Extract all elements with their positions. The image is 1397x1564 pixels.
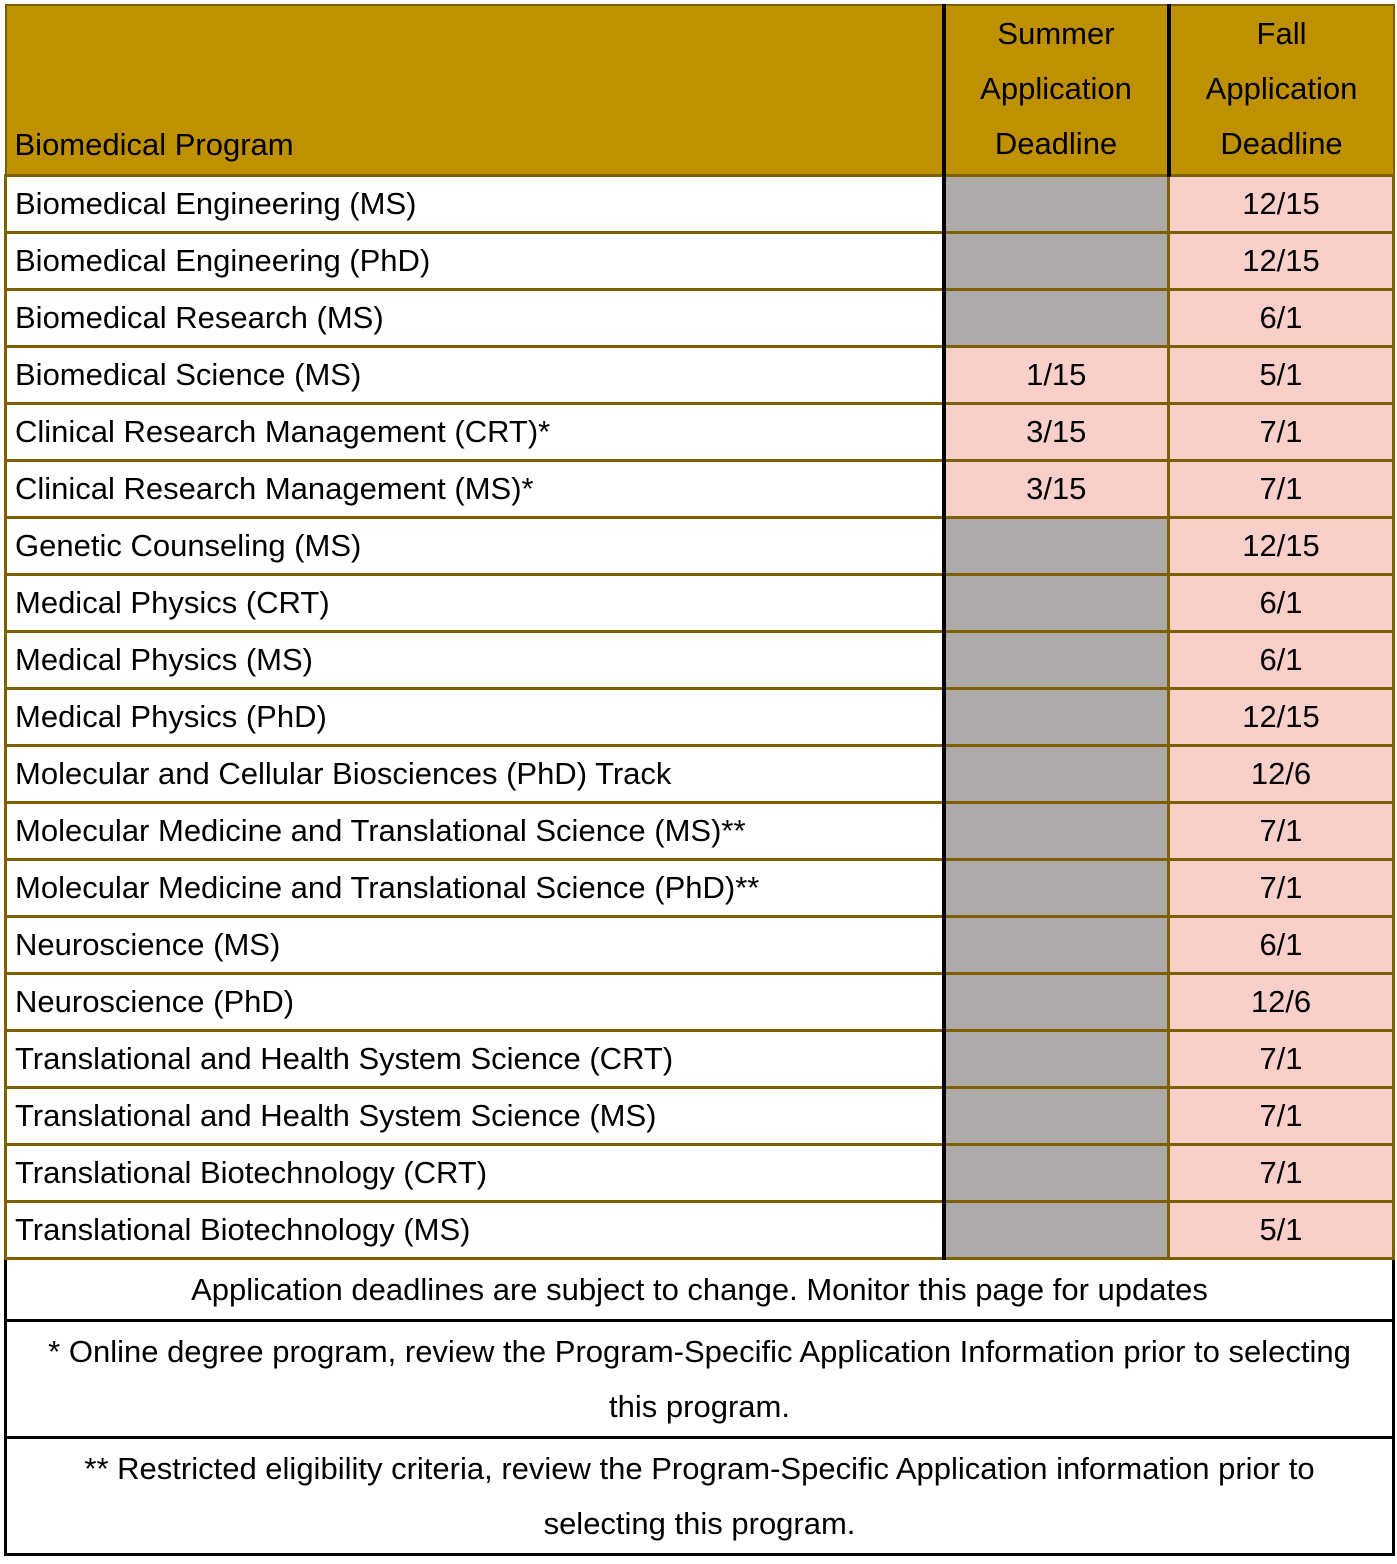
deadline-cell: 7/1: [1167, 1143, 1395, 1203]
program-row: Medical Physics (MS) 6/1: [4, 630, 1395, 690]
empty-cell: [941, 744, 1170, 804]
note-row: * Online degree program, review the Prog…: [4, 1319, 1395, 1439]
empty-cell: [941, 1029, 1170, 1089]
footnote: Application deadlines are subject to cha…: [4, 1257, 1395, 1322]
deadline-cell: 1/15: [941, 345, 1170, 405]
empty-cell: [941, 573, 1170, 633]
deadline-cell: 7/1: [1167, 459, 1395, 519]
deadline-cell: 7/1: [1167, 1029, 1395, 1089]
program-row: Translational and Health System Science …: [4, 1029, 1395, 1089]
empty-cell: [941, 915, 1170, 975]
deadline-cell: 12/15: [1167, 231, 1395, 291]
program-name: Medical Physics (MS): [4, 630, 945, 690]
program-name: Biomedical Engineering (MS): [4, 174, 945, 234]
program-row: Biomedical Science (MS) 1/15 5/1: [4, 345, 1395, 405]
program-row: Translational Biotechnology (MS) 5/1: [4, 1200, 1395, 1260]
footnote: * Online degree program, review the Prog…: [4, 1319, 1395, 1439]
program-name: Neuroscience (PhD): [4, 972, 945, 1032]
header-row: Biomedical Program Summer Application De…: [4, 4, 1395, 177]
deadline-cell: 3/15: [941, 402, 1170, 462]
header-cell: Biomedical Program: [4, 4, 945, 177]
empty-cell: [941, 687, 1170, 747]
program-row: Medical Physics (CRT) 6/1: [4, 573, 1395, 633]
program-name: Molecular Medicine and Translational Sci…: [4, 801, 945, 861]
program-name: Translational Biotechnology (MS): [4, 1200, 945, 1260]
program-row: Biomedical Engineering (MS) 12/15: [4, 174, 1395, 234]
program-name: Medical Physics (CRT): [4, 573, 945, 633]
deadline-cell: 6/1: [1167, 573, 1395, 633]
program-name: Neuroscience (MS): [4, 915, 945, 975]
program-row: Molecular and Cellular Biosciences (PhD)…: [4, 744, 1395, 804]
program-name: Molecular Medicine and Translational Sci…: [4, 858, 945, 918]
empty-cell: [941, 174, 1170, 234]
footnote: ** Restricted eligibility criteria, revi…: [4, 1436, 1395, 1556]
deadline-table: Biomedical Program Summer Application De…: [4, 4, 1395, 1556]
empty-cell: [941, 1086, 1170, 1146]
deadline-cell: 12/15: [1167, 174, 1395, 234]
program-row: Neuroscience (MS) 6/1: [4, 915, 1395, 975]
program-row: Molecular Medicine and Translational Sci…: [4, 801, 1395, 861]
deadline-cell: 6/1: [1167, 288, 1395, 348]
deadline-cell: 12/15: [1167, 687, 1395, 747]
program-row: Clinical Research Management (CRT)* 3/15 7…: [4, 402, 1395, 462]
empty-cell: [941, 972, 1170, 1032]
header-cell: Fall Application Deadline: [1166, 4, 1395, 177]
deadline-cell: 12/6: [1167, 972, 1395, 1032]
note-row: ** Restricted eligibility criteria, revi…: [4, 1436, 1395, 1556]
program-row: Genetic Counseling (MS) 12/15: [4, 516, 1395, 576]
program-name: Biomedical Research (MS): [4, 288, 945, 348]
empty-cell: [941, 231, 1170, 291]
program-row: Medical Physics (PhD) 12/15: [4, 687, 1395, 747]
table-wrap: Biomedical Program Summer Application De…: [4, 4, 1395, 1556]
program-row: Translational Biotechnology (CRT) 7/1: [4, 1143, 1395, 1203]
program-name: Clinical Research Management (CRT)*: [4, 402, 945, 462]
program-row: Molecular Medicine and Translational Sci…: [4, 858, 1395, 918]
empty-cell: [941, 1200, 1170, 1260]
deadline-cell: 7/1: [1167, 801, 1395, 861]
note-row: Application deadlines are subject to cha…: [4, 1257, 1395, 1322]
empty-cell: [941, 801, 1170, 861]
program-name: Medical Physics (PhD): [4, 687, 945, 747]
program-row: Neuroscience (PhD) 12/6: [4, 972, 1395, 1032]
program-name: Translational and Health System Science …: [4, 1086, 945, 1146]
deadline-cell: 12/6: [1167, 744, 1395, 804]
program-row: Biomedical Research (MS) 6/1: [4, 288, 1395, 348]
empty-cell: [941, 1143, 1170, 1203]
deadline-cell: 5/1: [1167, 1200, 1395, 1260]
deadline-cell: 3/15: [941, 459, 1170, 519]
program-name: Genetic Counseling (MS): [4, 516, 945, 576]
deadline-cell: 6/1: [1167, 630, 1395, 690]
empty-cell: [941, 630, 1170, 690]
program-name: Translational Biotechnology (CRT): [4, 1143, 945, 1203]
program-name: Biomedical Engineering (PhD): [4, 231, 945, 291]
empty-cell: [941, 288, 1170, 348]
deadline-cell: 7/1: [1167, 402, 1395, 462]
program-name: Molecular and Cellular Biosciences (PhD)…: [4, 744, 945, 804]
empty-cell: [941, 516, 1170, 576]
deadline-cell: 7/1: [1167, 858, 1395, 918]
empty-cell: [941, 858, 1170, 918]
deadline-cell: 12/15: [1167, 516, 1395, 576]
program-row: Clinical Research Management (MS)* 3/15 7/…: [4, 459, 1395, 519]
deadline-cell: 5/1: [1167, 345, 1395, 405]
deadline-cell: 6/1: [1167, 915, 1395, 975]
program-row: Translational and Health System Science …: [4, 1086, 1395, 1146]
program-name: Clinical Research Management (MS)*: [4, 459, 945, 519]
program-name: Biomedical Science (MS): [4, 345, 945, 405]
program-row: Biomedical Engineering (PhD) 12/15: [4, 231, 1395, 291]
header-cell: Summer Application Deadline: [941, 4, 1170, 177]
deadline-cell: 7/1: [1167, 1086, 1395, 1146]
program-name: Translational and Health System Science …: [4, 1029, 945, 1089]
